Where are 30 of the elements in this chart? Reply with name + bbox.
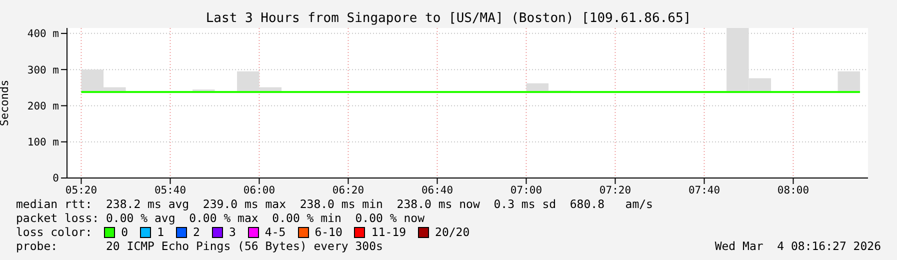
y-tick-label: 100 m — [27, 136, 59, 149]
x-tick-label: 07:40 — [688, 184, 720, 196]
y-tick-label: 400 m — [27, 28, 59, 40]
legend-label: 0 — [121, 225, 128, 239]
text: loss color: — [16, 225, 92, 239]
chart-title: Last 3 Hours from Singapore to [US/MA] (Boston) [109.61.86.65] — [204, 11, 692, 26]
text: median rtt: 238.2 ms avg 239.0 ms max 238.0 ms min 238.0 ms now 0.3 ms sd 680.8 am/s — [16, 197, 653, 211]
x-tick-label: 07:00 — [510, 184, 542, 196]
legend-label: 1 — [157, 225, 164, 239]
x-tick-label: 06:40 — [421, 184, 454, 196]
legend-label: 3 — [228, 225, 236, 239]
legend-label: 2 — [193, 225, 200, 239]
legend-label: 20/20 — [435, 225, 470, 239]
y-tick-label: 0 — [52, 172, 59, 185]
bar — [838, 71, 860, 92]
y-tick-label: 200 m — [27, 100, 59, 112]
x-tick-label: 05:20 — [65, 184, 98, 196]
text: probe: 20 ICMP Echo Pings (56 Bytes) every 300s — [16, 239, 383, 253]
x-tick-label: 05:40 — [154, 184, 186, 196]
x-tick-label: 06:20 — [332, 184, 364, 196]
x-tick-label: 06:00 — [243, 184, 276, 196]
x-tick-label: 08:00 — [777, 184, 810, 196]
legend-label: 11-19 — [371, 225, 406, 239]
y-axis-title: Seconds — [0, 80, 11, 126]
y-tick-label: 300 m — [27, 64, 59, 76]
text: Wed Mar 4 08:16:27 2026 — [714, 239, 881, 253]
x-tick-label: 07:20 — [599, 184, 632, 196]
legend-label: 4-5 — [264, 225, 286, 239]
text: packet loss: 0.00 % avg 0.00 % max 0.00 % min 0.00 % now — [16, 211, 424, 225]
legend-label: 6-10 — [314, 225, 342, 239]
